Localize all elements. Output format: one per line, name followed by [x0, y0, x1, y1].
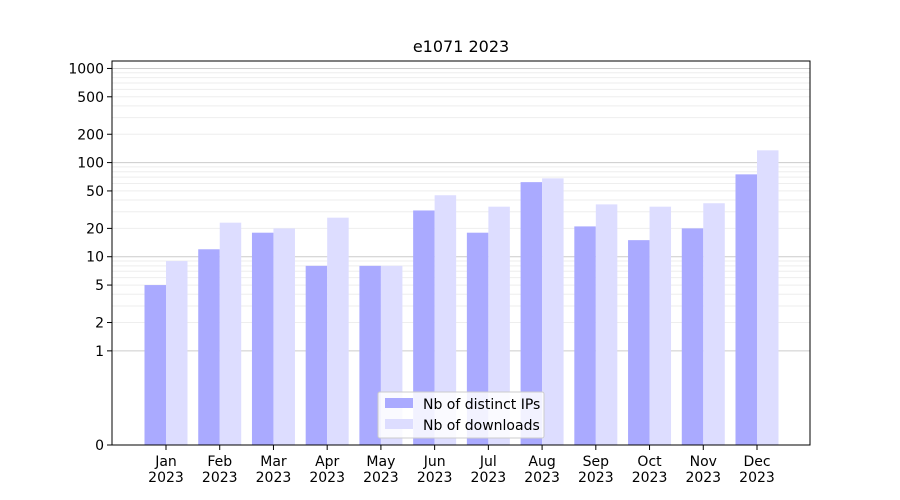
x-tick-label-month: Apr	[315, 454, 339, 470]
x-axis: Jan2023Feb2023Mar2023Apr2023May2023Jun20…	[148, 445, 775, 486]
bar-downloads	[542, 178, 564, 445]
x-tick-label-month: Oct	[637, 454, 662, 470]
x-tick-label-month: Mar	[260, 454, 287, 470]
bar-downloads	[595, 204, 618, 445]
y-tick-label: 1000	[68, 61, 104, 77]
x-tick-label-year: 2023	[739, 470, 775, 486]
y-tick-label: 500	[77, 90, 104, 106]
x-tick-label-year: 2023	[685, 470, 721, 486]
x-tick-label-month: Nov	[690, 454, 717, 470]
x-tick-label-month: Feb	[207, 454, 232, 470]
legend-swatch-distinct-ips	[385, 398, 413, 408]
bar-distinct-ips	[198, 249, 220, 445]
bar-distinct-ips	[413, 210, 435, 445]
bar-downloads	[703, 203, 725, 445]
bar-downloads	[434, 195, 457, 445]
y-tick-label: 1	[95, 344, 104, 360]
x-tick-label-year: 2023	[256, 470, 292, 486]
x-tick-label-year: 2023	[202, 470, 238, 486]
plot-frame	[111, 60, 811, 446]
chart-title: e1071 2023	[413, 37, 509, 56]
y-tick-label: 0	[95, 438, 104, 454]
x-tick-label-year: 2023	[578, 470, 614, 486]
x-tick-label-month: Jun	[423, 454, 446, 470]
legend-swatch-downloads	[385, 419, 413, 429]
bar-distinct-ips	[251, 232, 274, 445]
bar-downloads	[649, 206, 672, 445]
x-tick-label-month: Dec	[743, 454, 770, 470]
legend-label-downloads: Nb of downloads	[423, 418, 540, 434]
y-tick-label: 50	[86, 184, 104, 200]
y-tick-label: 10	[86, 250, 104, 266]
bar-distinct-ips	[520, 182, 543, 445]
y-axis: 0 1 2 5 10 20 50 100 200 500 1000	[68, 61, 112, 454]
y-tick-label: 200	[77, 127, 104, 143]
y-tick-label: 5	[95, 278, 104, 294]
bar-distinct-ips	[681, 228, 704, 445]
bar-distinct-ips	[359, 265, 381, 445]
bar-downloads	[757, 150, 779, 445]
x-tick-label-month: Sep	[583, 454, 610, 470]
bar-downloads	[166, 261, 188, 445]
legend: Nb of distinct IPs Nb of downloads	[377, 391, 545, 439]
x-tick-label-year: 2023	[148, 470, 184, 486]
legend-label-distinct-ips: Nb of distinct IPs	[423, 397, 540, 413]
x-tick-label-year: 2023	[524, 470, 560, 486]
bar-downloads	[488, 206, 510, 445]
bar-distinct-ips	[735, 174, 757, 445]
bar-downloads	[219, 222, 242, 445]
bar-distinct-ips	[144, 285, 166, 445]
bar-distinct-ips	[305, 265, 328, 445]
y-tick-label: 20	[86, 221, 104, 237]
y-tick-label: 2	[95, 316, 104, 332]
bar-downloads	[273, 228, 295, 445]
x-tick-label-year: 2023	[471, 470, 507, 486]
x-tick-label-year: 2023	[363, 470, 399, 486]
x-tick-label-year: 2023	[417, 470, 453, 486]
x-tick-label-month: May	[366, 454, 395, 470]
legend-box	[377, 391, 545, 439]
bar-distinct-ips	[628, 240, 650, 445]
x-tick-label-month: Jul	[479, 454, 497, 470]
bar-distinct-ips	[574, 226, 596, 445]
x-tick-label-month: Aug	[528, 454, 555, 470]
x-tick-label-year: 2023	[632, 470, 668, 486]
x-tick-label-year: 2023	[309, 470, 345, 486]
bars	[144, 150, 779, 445]
y-tick-label: 100	[77, 156, 104, 172]
x-tick-label-month: Jan	[154, 454, 177, 470]
bar-downloads	[327, 217, 349, 445]
